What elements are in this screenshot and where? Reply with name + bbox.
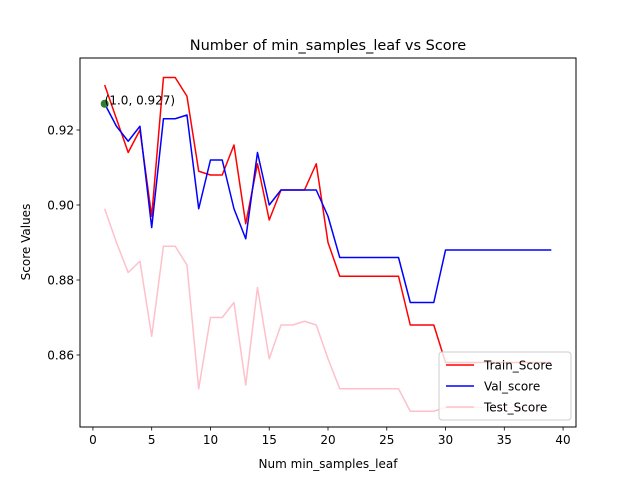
x-axis-label: Num min_samples_leaf xyxy=(259,457,399,471)
x-tick-label: 30 xyxy=(438,433,453,447)
highlight-point xyxy=(100,99,109,108)
chart-title: Number of min_samples_leaf vs Score xyxy=(190,38,467,54)
x-tick-label: 40 xyxy=(555,433,570,447)
x-tick-label: 10 xyxy=(203,433,218,447)
legend-frame xyxy=(438,351,572,421)
x-axis-ticks: 0 5 10 15 20 25 30 35 40 xyxy=(89,427,571,447)
x-tick-label: 15 xyxy=(262,433,277,447)
point-annotation: (1.0, 0.927) xyxy=(105,93,175,107)
legend: Train_Score Val_score Test_Score xyxy=(438,351,572,421)
y-axis-label: Score Values xyxy=(19,204,33,281)
y-tick-label: 0.92 xyxy=(47,124,74,138)
x-tick-label: 25 xyxy=(379,433,394,447)
x-tick-label: 0 xyxy=(89,433,97,447)
marker-layer: (1.0, 0.927) xyxy=(100,93,175,108)
x-tick-label: 35 xyxy=(497,433,512,447)
x-tick-label: 5 xyxy=(148,433,156,447)
legend-label: Val_score xyxy=(484,380,540,394)
y-axis-ticks: 0.86 0.88 0.90 0.92 xyxy=(47,124,80,363)
y-tick-label: 0.88 xyxy=(47,274,74,288)
series-line-val-score xyxy=(104,103,552,304)
y-tick-label: 0.90 xyxy=(47,199,74,213)
x-tick-label: 20 xyxy=(320,433,335,447)
y-tick-label: 0.86 xyxy=(47,349,74,363)
legend-label: Train_Score xyxy=(483,359,552,373)
legend-label: Test_Score xyxy=(483,401,547,415)
